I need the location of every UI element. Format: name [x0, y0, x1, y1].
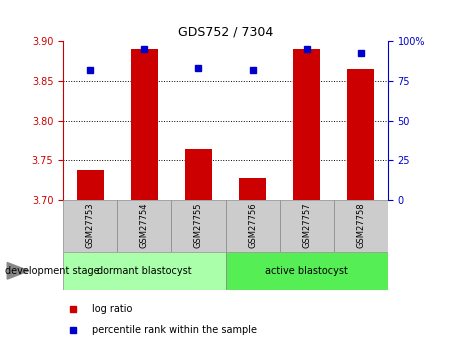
Text: active blastocyst: active blastocyst	[265, 266, 348, 276]
Bar	[131, 49, 158, 200]
Bar	[226, 252, 388, 290]
Text: development stage: development stage	[5, 266, 99, 276]
Text: GSM27755: GSM27755	[194, 202, 203, 248]
Text: dormant blastocyst: dormant blastocyst	[97, 266, 192, 276]
Bar	[63, 252, 226, 290]
Bar	[280, 200, 334, 252]
Bar	[171, 200, 226, 252]
Bar	[334, 200, 388, 252]
Text: GSM27756: GSM27756	[248, 202, 257, 248]
Bar	[117, 200, 171, 252]
Text: GSM27758: GSM27758	[356, 202, 365, 248]
Text: percentile rank within the sample: percentile rank within the sample	[92, 325, 258, 335]
Title: GDS752 / 7304: GDS752 / 7304	[178, 26, 273, 39]
Polygon shape	[7, 263, 29, 279]
Text: GSM27753: GSM27753	[86, 202, 95, 248]
Bar	[185, 148, 212, 200]
Text: log ratio: log ratio	[92, 304, 133, 314]
Text: GSM27757: GSM27757	[302, 202, 311, 248]
Bar	[347, 69, 374, 200]
Text: GSM27754: GSM27754	[140, 202, 149, 248]
Bar	[293, 49, 320, 200]
Bar	[63, 200, 117, 252]
Bar	[226, 200, 280, 252]
Bar	[239, 178, 266, 200]
Bar	[77, 170, 104, 200]
